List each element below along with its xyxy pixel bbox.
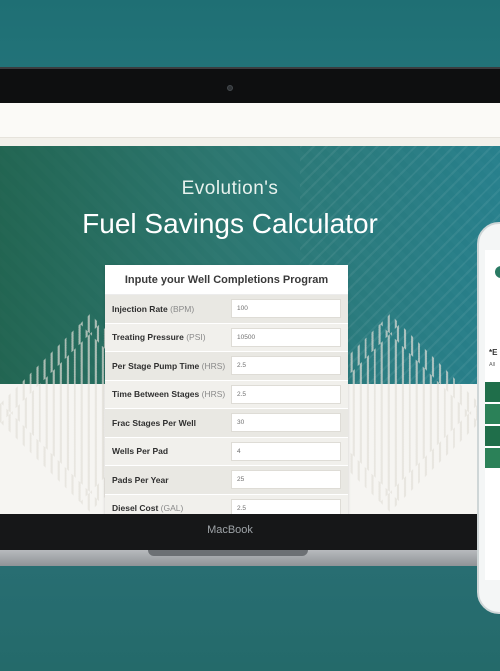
hero-subtitle: Evolution's [181, 178, 279, 199]
form-row-time-between-stages: Time Between Stages (HRS) 2.5 [105, 380, 348, 409]
field-label: Injection Rate [112, 303, 168, 314]
phone-result-row [485, 448, 500, 468]
site-header-divider [0, 138, 500, 146]
phone-heading: *E [489, 348, 498, 357]
logo-icon [495, 266, 500, 278]
camera-icon [227, 85, 233, 91]
phone-result-row [485, 382, 500, 402]
calculator-form: Inpute your Well Completions Program Inj… [105, 265, 348, 514]
laptop-notch [148, 550, 308, 556]
laptop-brand-label: MacBook [207, 524, 253, 536]
page-title: Fuel Savings Calculator [82, 208, 378, 239]
form-row-diesel-cost: Diesel Cost (GAL) 2.5 [105, 494, 348, 514]
field-label: Per Stage Pump Time [112, 360, 200, 371]
diesel-cost-input[interactable]: 2.5 [231, 498, 341, 514]
field-unit: (HRS) [201, 389, 226, 400]
form-row-wells-per-pad: Wells Per Pad 4 [105, 437, 348, 466]
frac-stages-input[interactable]: 30 [231, 413, 341, 433]
field-label: Time Between Stages [112, 389, 200, 400]
form-row-treating-pressure: Treating Pressure (PSI) 10500 [105, 323, 348, 352]
pads-per-year-input[interactable]: 25 [231, 470, 341, 490]
field-label: Diesel Cost [112, 503, 159, 514]
field-label: Pads Per Year [112, 474, 169, 485]
laptop-base [0, 550, 500, 566]
form-rows: Injection Rate (BPM) 100 Treating Pressu… [105, 295, 348, 514]
field-label: Wells Per Pad [112, 446, 169, 457]
time-between-stages-input[interactable]: 2.5 [231, 384, 341, 404]
field-label: Treating Pressure [112, 332, 184, 343]
injection-rate-input[interactable]: 100 [231, 299, 341, 319]
field-label: Frac Stages Per Well [112, 417, 196, 428]
site-header-bar [0, 103, 500, 138]
form-row-pump-time: Per Stage Pump Time (HRS) 2.5 [105, 352, 348, 381]
field-unit: (HRS) [201, 360, 226, 371]
form-row-frac-stages: Frac Stages Per Well 30 [105, 409, 348, 438]
laptop-screen: Evolution's Fuel Savings Calculator Inpu… [0, 103, 500, 514]
field-unit: (GAL) [160, 503, 184, 514]
phone-subtext: All [489, 362, 496, 368]
treating-pressure-input[interactable]: 10500 [231, 327, 341, 347]
laptop-bottom-bezel: MacBook [0, 514, 500, 550]
form-row-injection-rate: Injection Rate (BPM) 100 [105, 295, 348, 324]
form-heading: Inpute your Well Completions Program [105, 265, 348, 295]
phone-result-row [485, 404, 500, 424]
laptop-top-bezel [0, 67, 500, 103]
wells-per-pad-input[interactable]: 4 [231, 441, 341, 461]
phone-result-row [485, 426, 500, 446]
form-row-pads-per-year: Pads Per Year 25 [105, 466, 348, 495]
field-unit: (PSI) [186, 332, 206, 343]
pump-time-input[interactable]: 2.5 [231, 356, 341, 376]
field-unit: (BPM) [170, 303, 195, 314]
